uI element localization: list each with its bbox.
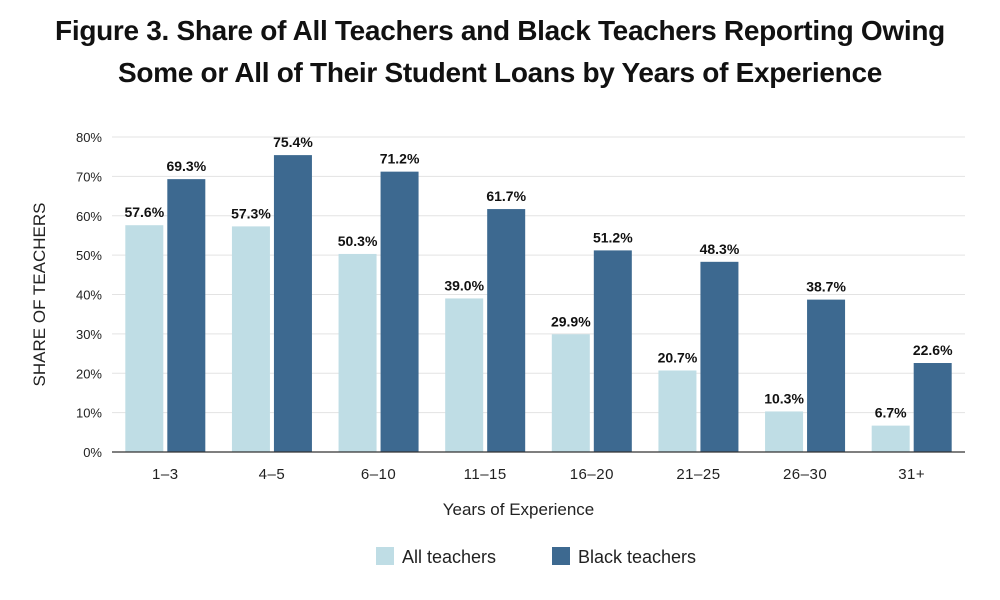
data-label-black-teachers: 48.3% [700,241,740,257]
bar-all-teachers [338,253,377,452]
bar-black-teachers [273,155,312,453]
data-label-black-teachers: 22.6% [913,342,953,358]
data-label-all-teachers: 50.3% [338,233,378,249]
data-label-all-teachers: 57.6% [124,204,164,220]
bar-all-teachers [445,298,484,452]
data-label-all-teachers: 29.9% [551,313,591,329]
chart-title-line-1: Figure 3. Share of All Teachers and Blac… [55,15,945,46]
data-label-all-teachers: 10.3% [764,390,804,406]
bar-all-teachers [551,334,590,452]
chart-title: Figure 3. Share of All Teachers and Blac… [0,10,1000,94]
chart-title-line-2: Some or All of Their Student Loans by Ye… [118,57,882,88]
y-tick-label: 30% [76,327,102,342]
bar-black-teachers [380,171,419,452]
bar-all-teachers [765,411,804,452]
data-label-black-teachers: 71.2% [380,151,420,167]
legend: All teachers Black teachers [376,547,696,567]
y-tick-label: 40% [76,288,102,303]
bar-black-teachers [700,261,739,452]
x-tick-label: 4–5 [259,466,286,483]
y-tick-label: 0% [83,445,102,460]
legend-swatch-black-teachers [552,547,570,565]
y-tick-label: 10% [76,406,102,421]
y-axis-ticks: 0% 10% 20% 30% 40% 50% 60% 70% 80% [76,130,102,460]
data-label-black-teachers: 75.4% [273,134,313,150]
data-label-all-teachers: 39.0% [444,277,484,293]
data-labels: 57.6% 69.3% 57.3% 75.4% 50.3% 71.2% 39.0% 61.7%… [124,134,953,421]
y-tick-label: 60% [76,209,102,224]
x-tick-label: 6–10 [361,466,396,483]
bar-black-teachers [593,250,632,452]
x-tick-label: 21–25 [676,466,720,483]
y-tick-label: 50% [76,248,102,263]
bar-all-teachers [125,225,164,452]
data-label-black-teachers: 38.7% [806,279,846,295]
x-tick-label: 31+ [898,466,925,483]
legend-label-all-teachers: All teachers [402,547,496,567]
data-label-black-teachers: 61.7% [486,188,526,204]
bar-all-teachers [231,226,270,452]
bar-all-teachers [871,425,910,452]
data-label-black-teachers: 69.3% [166,158,206,174]
x-tick-label: 26–30 [783,466,827,483]
data-label-all-teachers: 6.7% [875,405,907,421]
x-tick-label: 1–3 [152,466,179,483]
y-tick-label: 80% [76,130,102,145]
data-label-all-teachers: 20.7% [658,349,698,365]
y-tick-label: 70% [76,169,102,184]
bar-black-teachers [487,209,526,452]
data-label-all-teachers: 57.3% [231,205,271,221]
y-axis-label: SHARE OF TEACHERS [30,203,49,387]
x-tick-label: 16–20 [570,466,614,483]
bar-black-teachers [913,363,952,452]
y-tick-label: 20% [76,366,102,381]
legend-label-black-teachers: Black teachers [578,547,696,567]
x-axis-label: Years of Experience [443,500,595,519]
legend-swatch-all-teachers [376,547,394,565]
data-label-black-teachers: 51.2% [593,229,633,245]
bar-all-teachers [658,370,697,452]
x-tick-label: 11–15 [464,466,507,483]
bar-black-teachers [807,299,846,452]
bar-black-teachers [167,179,206,452]
x-axis-ticks: 1–3 4–5 6–10 11–15 16–20 21–25 26–30 31+ [152,466,925,483]
bars [125,155,952,453]
